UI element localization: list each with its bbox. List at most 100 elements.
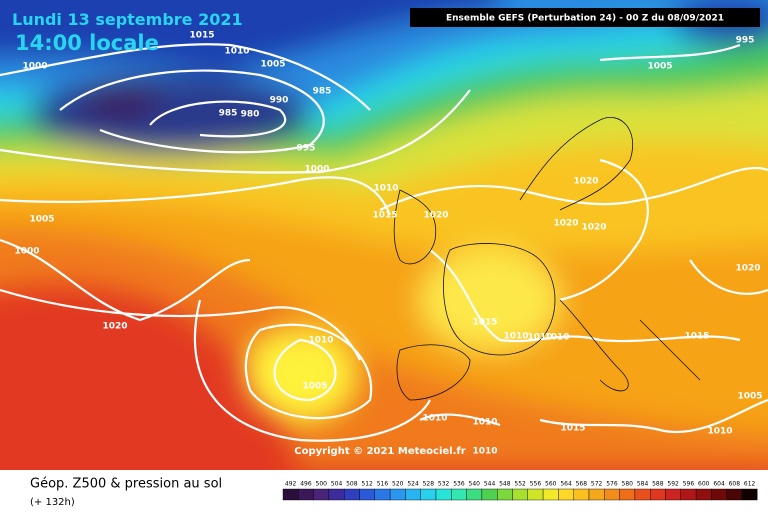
scale-swatch	[313, 488, 330, 501]
isobar-label: 1005	[647, 62, 672, 72]
scale-swatch	[634, 488, 651, 501]
scale-swatch	[573, 488, 590, 501]
scale-label: 584	[637, 481, 649, 488]
isobar-label: 1000	[22, 62, 47, 72]
scale-label: 592	[667, 481, 679, 488]
copyright: Copyright © 2021 Meteociel.fr	[294, 446, 465, 457]
isobar-label: 1010	[544, 333, 569, 343]
scale-swatch	[374, 488, 391, 501]
scale-label: 596	[683, 481, 695, 488]
scale-swatch	[512, 488, 529, 501]
isobar-label: 1015	[372, 211, 397, 221]
scale-swatch	[665, 488, 682, 501]
isobar-label: 1010	[472, 418, 497, 428]
isobar-label: 995	[297, 144, 316, 154]
date: Lundi 13 septembre 2021	[12, 10, 243, 29]
footer-lead: (+ 132h)	[30, 497, 75, 508]
scale-label: 572	[591, 481, 603, 488]
isobar-label: 985	[219, 109, 238, 119]
isobar-label: 1005	[302, 382, 327, 392]
scale-swatch	[420, 488, 437, 501]
scale-swatch	[451, 488, 467, 501]
model: Ensemble GEFS (Perturbation 24) - 00 Z d…	[446, 14, 724, 24]
isobar-label: 1010	[224, 47, 249, 57]
isobar-label: 1005	[29, 215, 54, 225]
scale-label: 500	[316, 481, 328, 488]
isobar-label: 1015	[684, 332, 709, 342]
scale-swatch	[466, 488, 483, 501]
scale-swatch	[344, 488, 360, 501]
scale-swatch	[604, 488, 620, 501]
scale-swatch	[359, 488, 376, 501]
isobar-label: 980	[241, 110, 260, 120]
isobar-label: 1010	[373, 184, 398, 194]
scale-label: 496	[300, 481, 312, 488]
isobars	[0, 43, 768, 442]
scale-swatch	[711, 488, 727, 501]
header: Lundi 13 septembre 2021 14:00 locale Ens…	[12, 8, 760, 55]
scale-label: 540	[469, 481, 481, 488]
footer-title: Géop. Z500 & pression au sol	[30, 477, 222, 492]
isobar-label: 1010	[707, 427, 732, 437]
isobar-label: 1015	[560, 424, 585, 434]
model-box	[410, 8, 760, 27]
scale-swatch	[328, 488, 345, 501]
scale-swatch	[282, 488, 299, 501]
isobar-label: 1010	[308, 336, 333, 346]
scale-swatch	[527, 488, 544, 501]
scale-swatch	[619, 488, 636, 501]
scale: 492 496 500 504 508 512 516 520 524 528 532 536 540 5…	[282, 481, 758, 501]
scale-label: 508	[346, 481, 358, 488]
isobar-label: 1000	[304, 165, 329, 175]
scale-label: 532	[438, 481, 450, 488]
isobar-label: 1000	[14, 247, 39, 257]
scale-label: 600	[698, 481, 710, 488]
scale-swatch	[542, 488, 559, 501]
isobar-label: 1015	[189, 31, 214, 41]
scale-label: 576	[606, 481, 618, 488]
isobar-label: 1015	[472, 318, 497, 328]
isobar-label: 1020	[581, 223, 606, 233]
scale-swatch	[558, 488, 574, 501]
scale-swatch	[726, 488, 743, 501]
isobar-label: 1020	[735, 264, 760, 274]
scale-label: 556	[530, 481, 542, 488]
scale-swatch	[405, 488, 421, 501]
isobar-label: 1010	[472, 447, 497, 457]
scale-swatch	[680, 488, 697, 501]
time: 14:00 locale	[15, 31, 159, 55]
isobar-label: 1020	[423, 211, 448, 221]
scale-label: 536	[453, 481, 465, 488]
isobar-label: 1020	[102, 322, 127, 332]
isobar-label: 1005	[737, 392, 762, 402]
scale-label: 544	[484, 481, 496, 488]
isobar-label: 995	[736, 36, 755, 46]
scale-label: 560	[545, 481, 557, 488]
isobar-label: 990	[270, 96, 289, 106]
scale-label: 552	[514, 481, 526, 488]
isobar-label: 1005	[260, 60, 285, 70]
isobar-label: 1020	[553, 219, 578, 229]
scale-label: 608	[729, 481, 741, 488]
scale-swatch	[389, 488, 406, 501]
scale-swatch	[298, 488, 314, 501]
coastlines	[393, 117, 701, 401]
scale-swatch	[497, 488, 513, 501]
scale-swatch	[741, 488, 758, 501]
isobar-label: 985	[313, 87, 332, 97]
scale-swatch	[435, 488, 452, 501]
scale-label: 528	[423, 481, 435, 488]
scale-swatch	[481, 488, 498, 501]
scale-label: 568	[576, 481, 588, 488]
scale-label: 564	[560, 481, 572, 488]
scale-swatch	[650, 488, 666, 501]
scale-label: 588	[652, 481, 664, 488]
field	[0, 0, 768, 470]
isobar-label: 1020	[573, 177, 598, 187]
scale-label: 492	[285, 481, 297, 488]
scale-label: 580	[622, 481, 634, 488]
isobar-label: 1010	[422, 414, 447, 424]
